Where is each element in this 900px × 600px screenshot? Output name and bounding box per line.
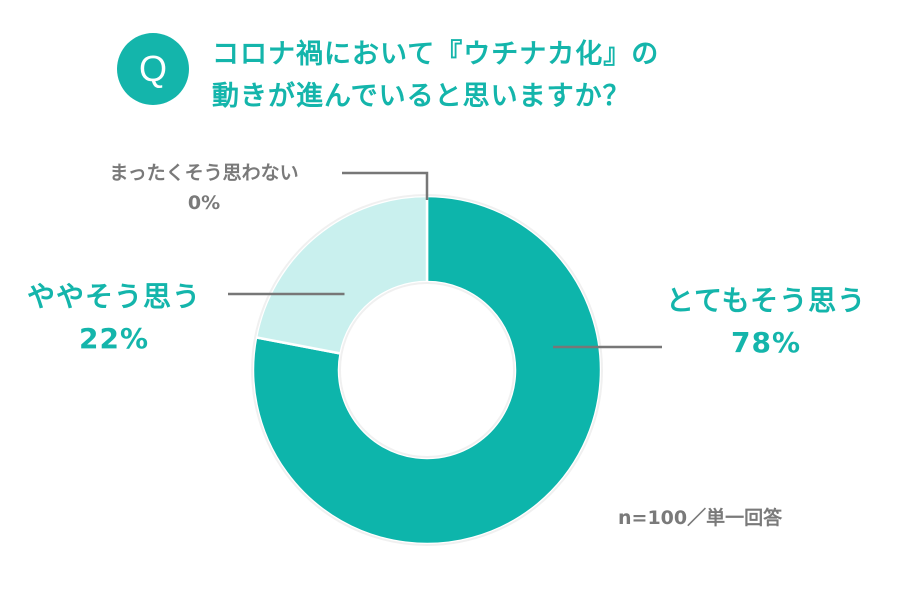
label-not-at-all: まったくそう思わない 0% (78, 158, 330, 218)
label-somewhat-value: 22% (78, 322, 150, 355)
slice-strongly (251, 194, 603, 546)
label-not-at-all-name: まったくそう思わない (109, 162, 299, 184)
label-strongly-value: 78% (730, 326, 802, 359)
sample-note: n=100／単一回答 (618, 507, 783, 529)
question-text: コロナ禍において『ウチナカ化』の 動きが進んでいると思いますか？ (212, 34, 832, 118)
question-badge: Q (117, 33, 189, 105)
donut-inner-edge (339, 282, 515, 458)
question-line-2: 動きが進んでいると思いますか？ (212, 81, 631, 112)
label-somewhat-name: ややそう思う (26, 280, 201, 313)
label-strongly-name: とてもそう思う (665, 284, 867, 317)
leader-not-at-all (342, 171, 429, 200)
label-not-at-all-value: 0% (187, 192, 221, 214)
question-line-1: コロナ禍において『ウチナカ化』の (212, 39, 660, 70)
label-somewhat: ややそう思う 22% (14, 276, 214, 360)
label-strongly: とてもそう思う 78% (646, 280, 886, 364)
slice-somewhat (254, 194, 429, 355)
